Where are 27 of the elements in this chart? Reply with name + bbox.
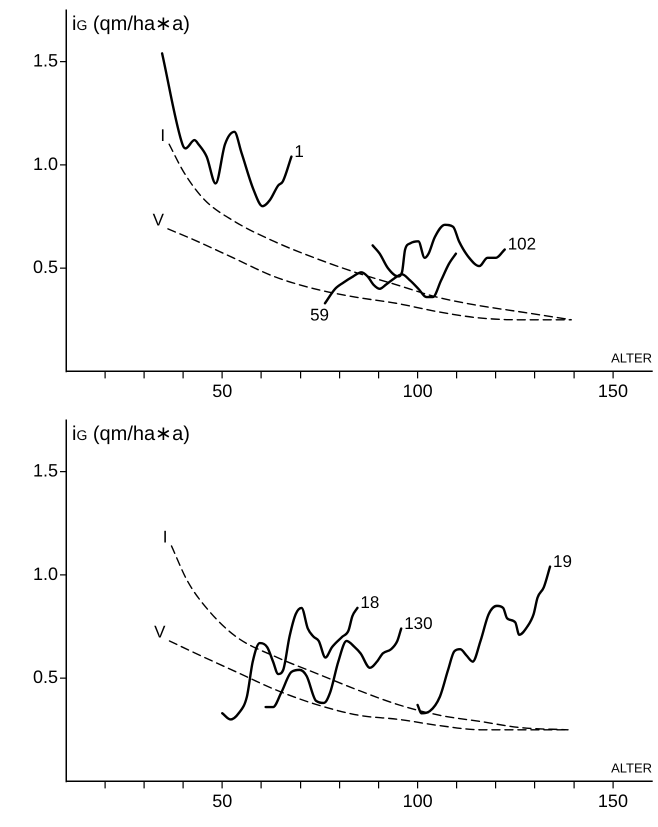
y-tick-label: 0.5 [32,667,58,688]
series-label: V [152,210,165,230]
y-tick-label: 1.5 [32,50,58,71]
y-tick-label: 1.5 [32,460,58,481]
series-label: V [154,622,166,642]
series-label: 1 [294,142,304,161]
x-tick-label: 150 [598,381,628,402]
x-axis-title: ALTER [611,350,652,366]
line-series [160,52,293,208]
x-tick-label: 150 [598,791,628,812]
y-tick-label: 1.0 [32,564,58,584]
x-tick-label: 100 [402,791,433,812]
y-axis-title: iG (qm/ha∗a) [72,423,190,445]
x-tick-label: 50 [212,791,232,812]
y-tick-label: 0.5 [32,257,58,278]
series-label: I [162,528,168,547]
y-axis-title: iG (qm/ha∗a) [72,13,190,35]
series-label: 19 [553,552,572,571]
series-label: 130 [404,614,433,633]
series-label: 102 [508,234,536,254]
series-label: 59 [310,305,330,324]
x-tick-label: 50 [212,381,232,402]
series-label: I [160,126,166,145]
x-axis-title: ALTER [611,760,652,776]
series-label: 18 [360,593,380,612]
y-tick-label: 1.0 [32,154,58,174]
x-tick-label: 100 [402,381,433,402]
